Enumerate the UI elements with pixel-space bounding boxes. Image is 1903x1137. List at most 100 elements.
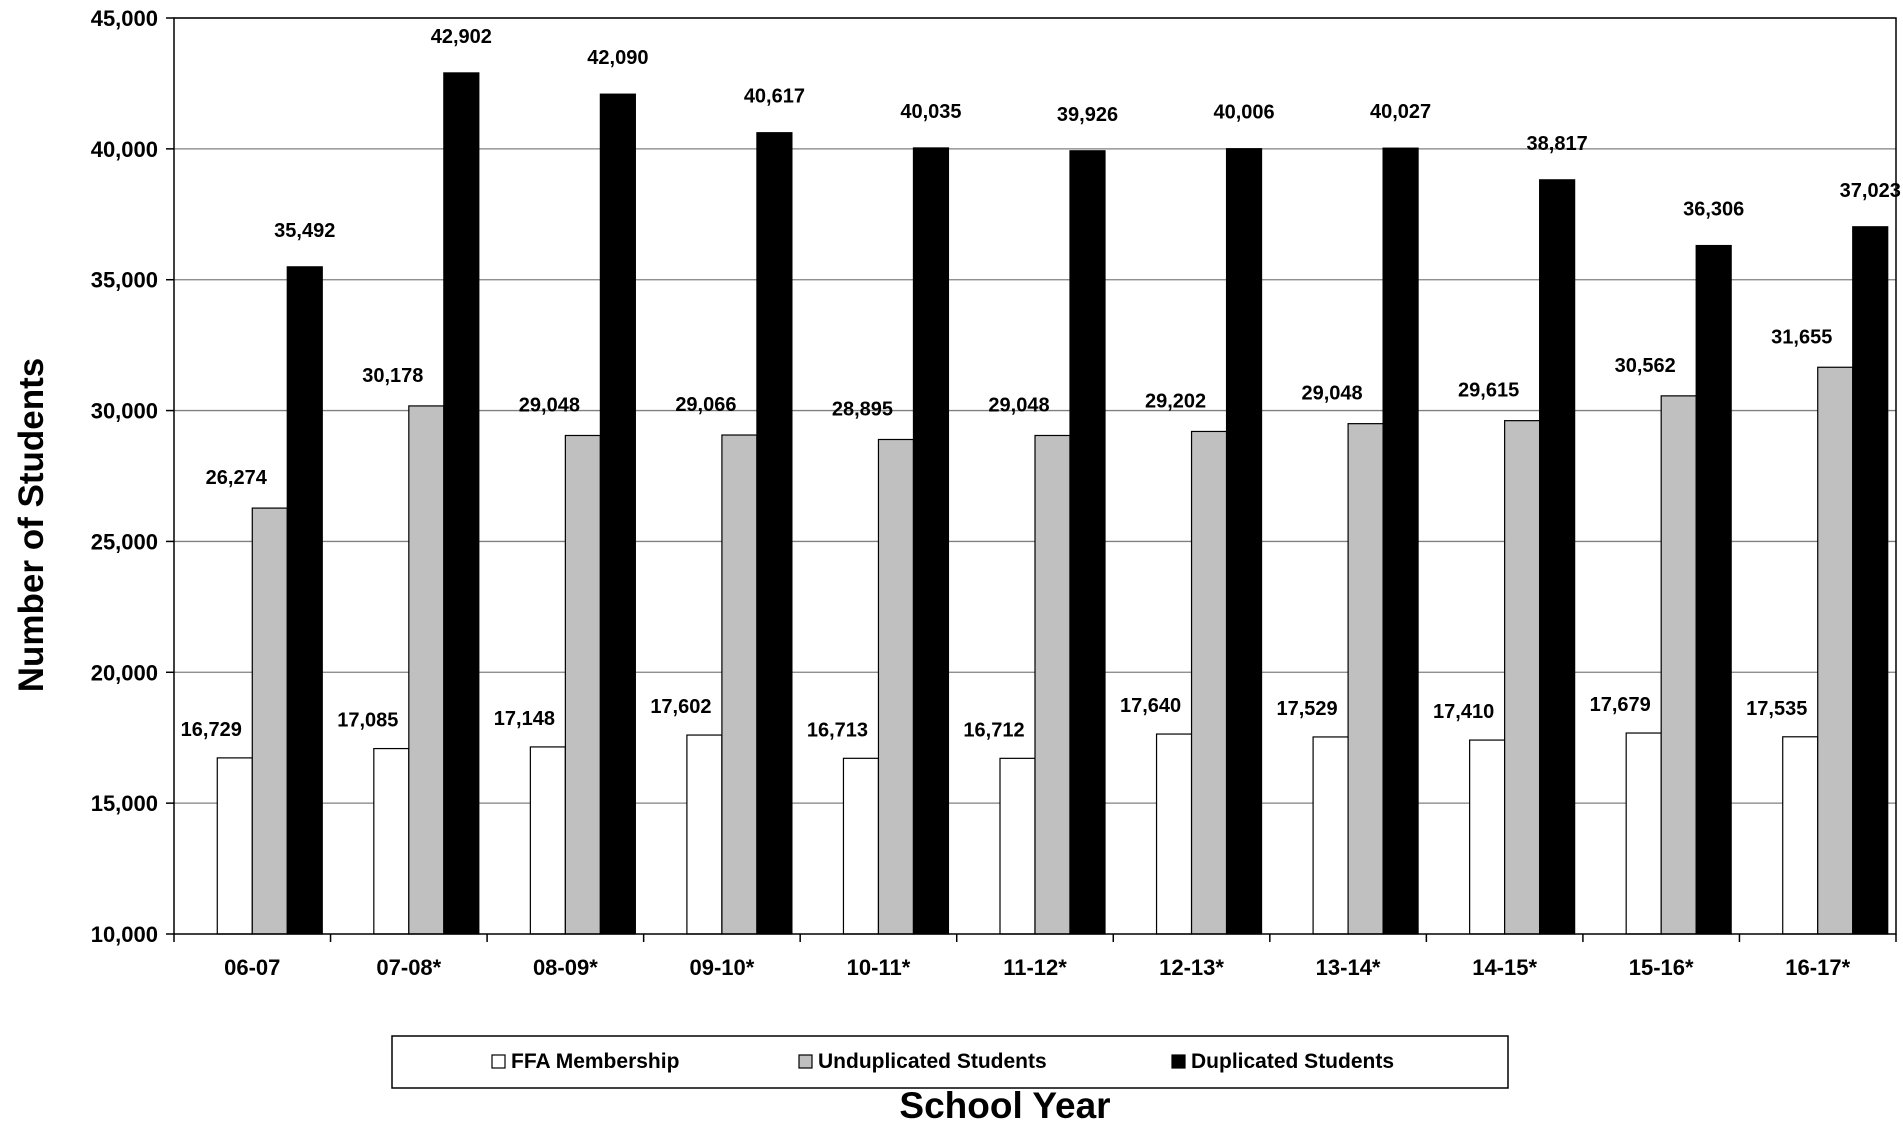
plot-area [173, 17, 1897, 935]
bar-unduplicated-students [1034, 434, 1071, 935]
bar-ffa-membership [1782, 736, 1819, 935]
bar-duplicated-students [912, 147, 950, 935]
data-label-unduplicated-students: 29,048 [988, 394, 1049, 416]
data-label-ffa-membership: 17,529 [1277, 698, 1338, 720]
y-axis-label: Number of Students [12, 358, 51, 692]
x-tick-label: 14-15* [1472, 955, 1537, 980]
bar-duplicated-students [443, 72, 480, 935]
bar-ffa-membership [1155, 733, 1193, 935]
bar-duplicated-students [1225, 148, 1263, 935]
y-tick-label: 20,000 [91, 660, 158, 685]
bar-unduplicated-students [1817, 366, 1854, 935]
y-tick-label: 30,000 [91, 399, 158, 424]
x-tick-label: 09-10* [689, 955, 754, 980]
x-tick-label: 06-07 [224, 955, 280, 980]
data-label-duplicated-students: 42,090 [587, 47, 648, 69]
legend-swatch-unduplicated-students [798, 1054, 813, 1069]
data-label-duplicated-students: 40,027 [1370, 101, 1431, 123]
bars [216, 72, 1889, 935]
legend-label-ffa-membership: FFA Membership [511, 1050, 679, 1073]
bar-unduplicated-students [1660, 395, 1697, 935]
x-tick-label: 12-13* [1159, 955, 1224, 980]
axes: 10,000 15,000 20,000 25,000 30,000 35,000 40,0… [91, 6, 1897, 980]
legend-box [391, 1035, 1509, 1089]
bar-ffa-membership [1469, 739, 1506, 935]
data-label-unduplicated-students: 29,202 [1145, 390, 1206, 412]
bar-unduplicated-students [408, 405, 445, 935]
data-label-duplicated-students: 39,926 [1057, 104, 1118, 126]
bar-duplicated-students [1539, 179, 1576, 935]
bar-unduplicated-students [1190, 430, 1228, 935]
data-label-duplicated-students: 36,306 [1683, 199, 1744, 221]
bar-duplicated-students [286, 266, 323, 935]
x-tick-label: 07-08* [376, 955, 441, 980]
data-label-ffa-membership: 16,729 [181, 719, 242, 741]
bar-duplicated-students [1069, 150, 1106, 935]
data-label-unduplicated-students: 31,655 [1771, 326, 1832, 348]
bar-ffa-membership [529, 746, 566, 935]
data-label-unduplicated-students: 29,048 [1302, 383, 1363, 405]
bar-ffa-membership [1312, 736, 1349, 935]
legend-swatch-duplicated-students [1171, 1054, 1186, 1069]
y-tick-label: 15,000 [91, 791, 158, 816]
bar-duplicated-students [756, 132, 793, 935]
data-label-unduplicated-students: 29,066 [675, 394, 736, 416]
data-label-duplicated-students: 37,023 [1840, 180, 1901, 202]
bar-unduplicated-students [251, 507, 288, 935]
legend: FFA Membership Unduplicated Students Dup… [391, 1035, 1509, 1089]
bar-duplicated-students [599, 93, 636, 935]
x-tick-label: 11-12* [1003, 955, 1067, 980]
bar-unduplicated-students [1347, 423, 1384, 935]
bar-unduplicated-students [564, 434, 601, 935]
data-label-duplicated-students: 42,902 [431, 26, 492, 48]
data-label-unduplicated-students: 30,562 [1615, 355, 1676, 377]
y-tick-label: 35,000 [91, 268, 158, 293]
bar-ffa-membership [216, 757, 253, 935]
bar-duplicated-students [1382, 147, 1419, 935]
bar-ffa-membership [999, 757, 1036, 935]
data-label-ffa-membership: 16,713 [807, 719, 868, 741]
x-tick-label: 16-17* [1785, 955, 1850, 980]
data-label-duplicated-students: 40,035 [900, 101, 961, 123]
legend-swatch-ffa-membership [491, 1054, 506, 1069]
data-label-duplicated-students: 35,492 [274, 220, 335, 242]
data-label-unduplicated-students: 26,274 [206, 467, 268, 489]
data-label-duplicated-students: 40,617 [744, 86, 805, 108]
y-tick-label: 10,000 [91, 922, 158, 947]
data-label-unduplicated-students: 29,615 [1458, 380, 1519, 402]
data-label-ffa-membership: 17,679 [1590, 694, 1651, 716]
data-label-ffa-membership: 17,535 [1746, 698, 1807, 720]
y-tick-label: 25,000 [91, 529, 158, 554]
data-label-ffa-membership: 17,148 [494, 708, 555, 730]
x-tick-label: 10-11* [847, 955, 911, 980]
bar-ffa-membership [1625, 732, 1662, 935]
data-label-unduplicated-students: 30,178 [362, 365, 423, 387]
x-tick-label: 13-14* [1316, 955, 1381, 980]
bar-unduplicated-students [721, 434, 758, 935]
x-tick-label: 08-09* [533, 955, 598, 980]
data-label-ffa-membership: 17,640 [1120, 695, 1181, 717]
bar-ffa-membership [686, 734, 723, 935]
bar-unduplicated-students [877, 438, 915, 935]
bar-duplicated-students [1695, 244, 1732, 935]
data-label-duplicated-students: 38,817 [1527, 133, 1588, 155]
data-label-ffa-membership: 17,410 [1433, 701, 1494, 723]
bar-unduplicated-students [1504, 420, 1541, 935]
legend-label-unduplicated-students: Unduplicated Students [818, 1050, 1047, 1073]
bar-ffa-membership [373, 747, 410, 935]
data-label-unduplicated-students: 28,895 [832, 398, 893, 420]
y-tick-label: 40,000 [91, 137, 158, 162]
legend-label-duplicated-students: Duplicated Students [1191, 1050, 1394, 1073]
data-label-ffa-membership: 16,712 [963, 719, 1024, 741]
bar-duplicated-students [1852, 226, 1889, 935]
data-labels: 16,729 17,085 17,148 17,602 16,713 16,712 17,6… [181, 26, 1901, 741]
bar-ffa-membership [842, 757, 880, 935]
data-label-unduplicated-students: 29,048 [519, 394, 580, 416]
x-axis-label: School Year [899, 1085, 1110, 1126]
x-tick-label: 15-16* [1629, 955, 1694, 980]
data-label-duplicated-students: 40,006 [1213, 102, 1274, 124]
data-label-ffa-membership: 17,602 [650, 696, 711, 718]
data-label-ffa-membership: 17,085 [337, 710, 398, 732]
y-tick-label: 45,000 [91, 6, 158, 31]
